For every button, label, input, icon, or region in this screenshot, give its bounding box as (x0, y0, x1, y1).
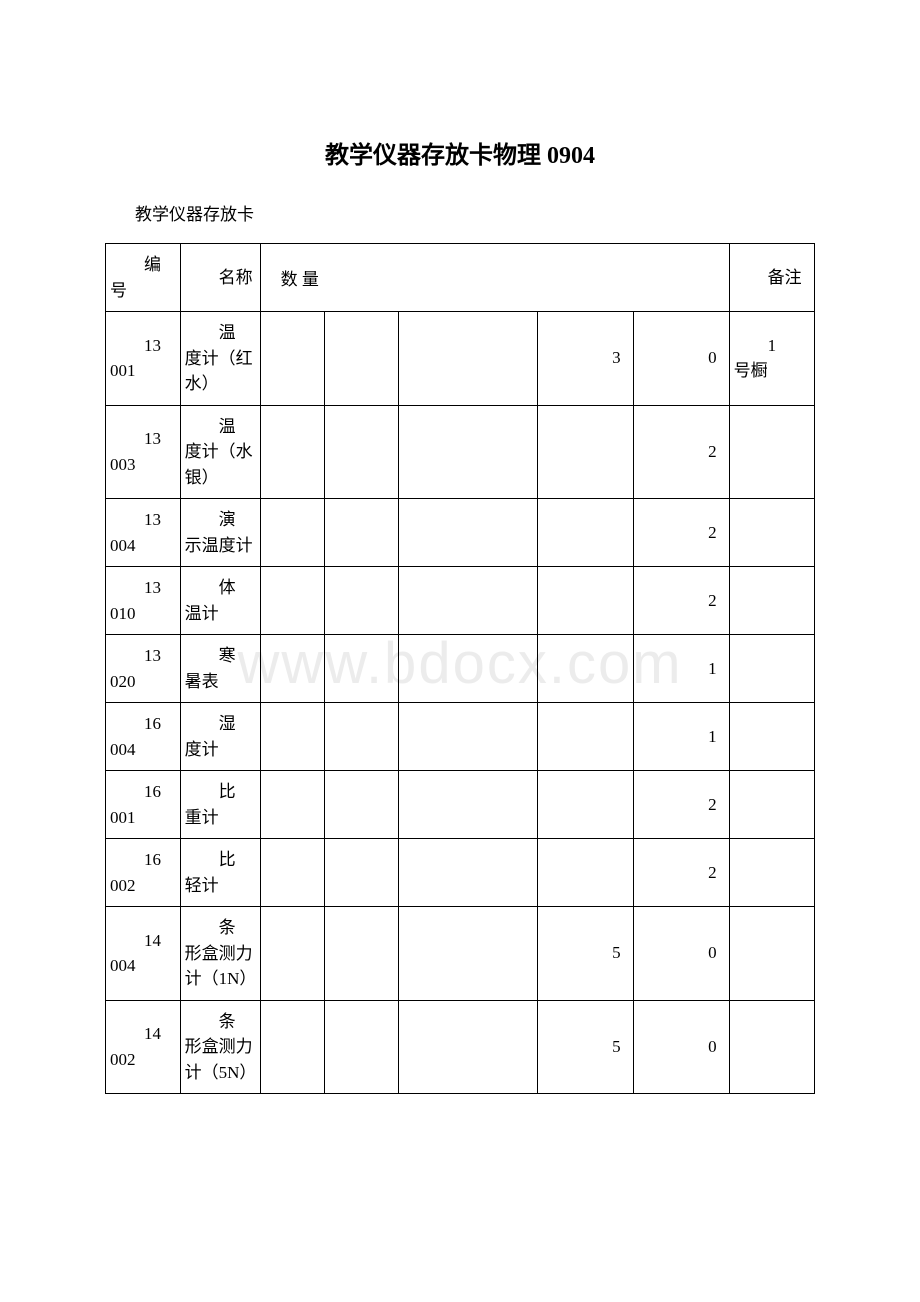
cell-qty (260, 312, 324, 406)
cell-qty (260, 405, 324, 499)
cell-qty (324, 312, 399, 406)
cell-name: 演示温度计 (180, 499, 260, 567)
cell-note (729, 405, 814, 499)
cell-name: 比重计 (180, 771, 260, 839)
cell-qty (537, 499, 633, 567)
table-row: 13001温度计（红水） 301号橱 (106, 312, 815, 406)
header-qty: 数 量 (260, 244, 729, 312)
cell-name: 条形盒测力计（5N） (180, 1000, 260, 1094)
table-row: 13020寒暑表 1 (106, 635, 815, 703)
cell-qty: 0 (633, 907, 729, 1001)
cell-note (729, 1000, 814, 1094)
table-row: 16004湿度计 1 (106, 703, 815, 771)
cell-qty (399, 567, 538, 635)
cell-name: 温度计（红水） (180, 312, 260, 406)
cell-id: 16002 (106, 839, 181, 907)
cell-qty: 2 (633, 839, 729, 907)
cell-qty (324, 567, 399, 635)
cell-qty: 0 (633, 1000, 729, 1094)
table-row: 14004条形盒测力计（1N） 50 (106, 907, 815, 1001)
cell-qty (399, 635, 538, 703)
cell-qty (324, 771, 399, 839)
cell-qty (260, 499, 324, 567)
cell-qty (399, 907, 538, 1001)
table-row: 16001比重计 2 (106, 771, 815, 839)
cell-qty: 1 (633, 635, 729, 703)
cell-qty (260, 635, 324, 703)
cell-qty (324, 703, 399, 771)
cell-qty (399, 499, 538, 567)
table-row: 14002条形盒测力计（5N） 50 (106, 1000, 815, 1094)
cell-note (729, 567, 814, 635)
cell-qty (324, 405, 399, 499)
cell-name: 比轻计 (180, 839, 260, 907)
cell-qty (537, 771, 633, 839)
cell-note (729, 907, 814, 1001)
cell-qty (260, 907, 324, 1001)
cell-qty (399, 839, 538, 907)
cell-qty (399, 312, 538, 406)
cell-qty (537, 405, 633, 499)
cell-qty (399, 771, 538, 839)
cell-qty (324, 907, 399, 1001)
cell-name: 湿度计 (180, 703, 260, 771)
cell-qty: 1 (633, 703, 729, 771)
cell-note (729, 635, 814, 703)
cell-id: 13004 (106, 499, 181, 567)
table-row: 16002比轻计 2 (106, 839, 815, 907)
cell-id: 16001 (106, 771, 181, 839)
cell-name: 寒暑表 (180, 635, 260, 703)
cell-qty (260, 771, 324, 839)
cell-note (729, 839, 814, 907)
cell-qty (399, 1000, 538, 1094)
cell-qty (537, 567, 633, 635)
cell-qty (324, 839, 399, 907)
table-row: 13004演示温度计 2 (106, 499, 815, 567)
cell-id: 13010 (106, 567, 181, 635)
cell-id: 14002 (106, 1000, 181, 1094)
cell-qty (324, 1000, 399, 1094)
cell-qty (399, 405, 538, 499)
cell-qty (399, 703, 538, 771)
cell-note (729, 499, 814, 567)
cell-qty (260, 567, 324, 635)
cell-name: 条形盒测力计（1N） (180, 907, 260, 1001)
cell-qty (260, 839, 324, 907)
table-header-row: 编号 名称 数 量 备注 (106, 244, 815, 312)
cell-note (729, 771, 814, 839)
cell-qty (260, 1000, 324, 1094)
cell-qty: 2 (633, 499, 729, 567)
cell-qty (537, 635, 633, 703)
instrument-table: 编号 名称 数 量 备注 13001温度计（红水）301号橱13003温度计（水… (105, 243, 815, 1094)
cell-id: 16004 (106, 703, 181, 771)
cell-id: 13001 (106, 312, 181, 406)
table-row: 13003温度计（水银） 2 (106, 405, 815, 499)
cell-note (729, 703, 814, 771)
cell-qty: 2 (633, 567, 729, 635)
table-row: 13010体温计 2 (106, 567, 815, 635)
cell-qty: 0 (633, 312, 729, 406)
cell-qty: 2 (633, 405, 729, 499)
header-name: 名称 (180, 244, 260, 312)
cell-qty (324, 635, 399, 703)
cell-name: 体温计 (180, 567, 260, 635)
cell-note: 1号橱 (729, 312, 814, 406)
cell-id: 13020 (106, 635, 181, 703)
header-note: 备注 (729, 244, 814, 312)
cell-qty: 3 (537, 312, 633, 406)
cell-name: 温度计（水银） (180, 405, 260, 499)
cell-qty: 5 (537, 1000, 633, 1094)
header-id: 编号 (106, 244, 181, 312)
cell-qty: 2 (633, 771, 729, 839)
cell-qty (324, 499, 399, 567)
cell-qty (260, 703, 324, 771)
cell-qty (537, 703, 633, 771)
cell-id: 14004 (106, 907, 181, 1001)
cell-qty: 5 (537, 907, 633, 1001)
cell-qty (537, 839, 633, 907)
subtitle: 教学仪器存放卡 (0, 200, 920, 243)
cell-id: 13003 (106, 405, 181, 499)
page-title: 教学仪器存放卡物理 0904 (0, 0, 920, 200)
